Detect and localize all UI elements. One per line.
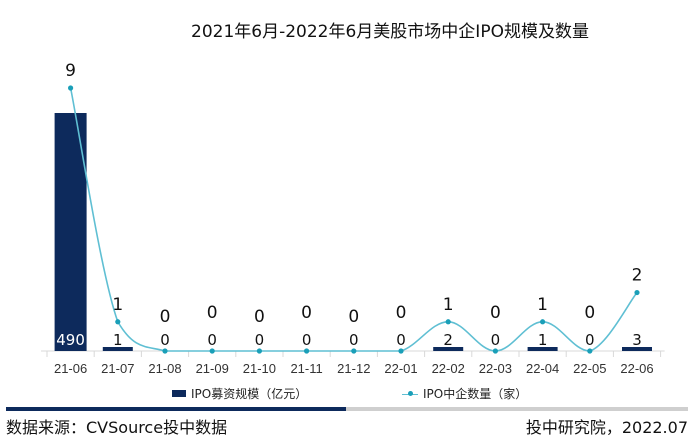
line-legend-swatch-icon <box>402 390 418 398</box>
bar-value-label: 0 <box>302 331 312 349</box>
bar-value-label: 3 <box>632 331 642 349</box>
footer-divider-light <box>346 407 688 411</box>
bar-value-label: 1 <box>538 331 548 349</box>
x-tick-label: 21-06 <box>54 361 87 376</box>
line-point <box>209 348 215 354</box>
line-point <box>68 85 74 91</box>
x-tick-label: 21-11 <box>290 361 322 376</box>
line-value-label: 0 <box>254 307 265 327</box>
bar-value-label: 0 <box>207 331 217 349</box>
line-point <box>351 348 357 354</box>
chart-title: 2021年6月-2022年6月美股市场中企IPO规模及数量 <box>191 22 589 42</box>
line-point <box>398 348 404 354</box>
legend-item-bar: IPO募资规模（亿元） <box>172 385 307 402</box>
bar-value-label: 490 <box>56 331 85 349</box>
bar <box>102 347 133 351</box>
bar-value-label: 0 <box>585 331 595 349</box>
line-value-label: 0 <box>396 303 407 323</box>
line-value-label: 0 <box>348 307 359 327</box>
bar-value-label: 2 <box>443 331 453 349</box>
x-tick-label: 22-06 <box>620 361 653 376</box>
footer-divider-dark <box>6 407 346 411</box>
legend-bar-label: IPO募资规模（亿元） <box>191 387 308 401</box>
legend-item-line: IPO中企数量（家） <box>402 385 527 402</box>
bar-value-label: 0 <box>491 331 501 349</box>
bar <box>527 347 558 351</box>
x-tick-label: 22-03 <box>479 361 512 376</box>
x-tick-label: 22-01 <box>384 361 417 376</box>
line-point <box>445 319 451 325</box>
line-point <box>256 348 262 354</box>
x-tick-label: 21-07 <box>101 361 134 376</box>
line-value-label: 0 <box>490 303 501 323</box>
line-point <box>587 348 593 354</box>
line-value-label: 9 <box>65 61 76 81</box>
legend-line-label: IPO中企数量（家） <box>423 387 528 401</box>
line-point <box>304 348 310 354</box>
line-point <box>540 319 546 325</box>
line-point <box>492 348 498 354</box>
credit-date: 投中研究院，2022.07 <box>525 418 688 437</box>
bar <box>433 347 464 351</box>
bar <box>54 113 87 351</box>
bar <box>622 347 652 351</box>
line-value-label: 2 <box>632 266 643 286</box>
line-value-label: 0 <box>207 303 218 323</box>
bar-legend-swatch-icon <box>172 390 186 397</box>
x-tick-label: 22-02 <box>432 361 465 376</box>
line-point <box>115 319 121 325</box>
bar-value-label: 0 <box>255 331 265 349</box>
bar-value-label: 1 <box>113 331 123 349</box>
data-source: 数据来源：CVSource投中数据 <box>6 418 228 437</box>
bar-value-label: 0 <box>396 331 406 349</box>
x-tick-label: 21-09 <box>196 361 229 376</box>
line-value-label: 1 <box>443 295 454 315</box>
bar-value-label: 0 <box>349 331 359 349</box>
x-tick-label: 21-10 <box>243 361 276 376</box>
x-tick-label: 22-04 <box>526 361 559 376</box>
x-tick-label: 21-12 <box>337 361 370 376</box>
line-value-label: 0 <box>160 307 171 327</box>
bar-value-label: 0 <box>160 331 170 349</box>
line-value-label: 1 <box>112 295 123 315</box>
x-tick-label: 21-08 <box>148 361 181 376</box>
line-point <box>634 289 640 296</box>
line-value-label: 0 <box>301 303 312 323</box>
line-value-label: 0 <box>584 303 595 323</box>
x-tick-label: 22-05 <box>573 361 606 376</box>
line-value-label: 1 <box>537 295 548 315</box>
line-point <box>162 348 168 354</box>
